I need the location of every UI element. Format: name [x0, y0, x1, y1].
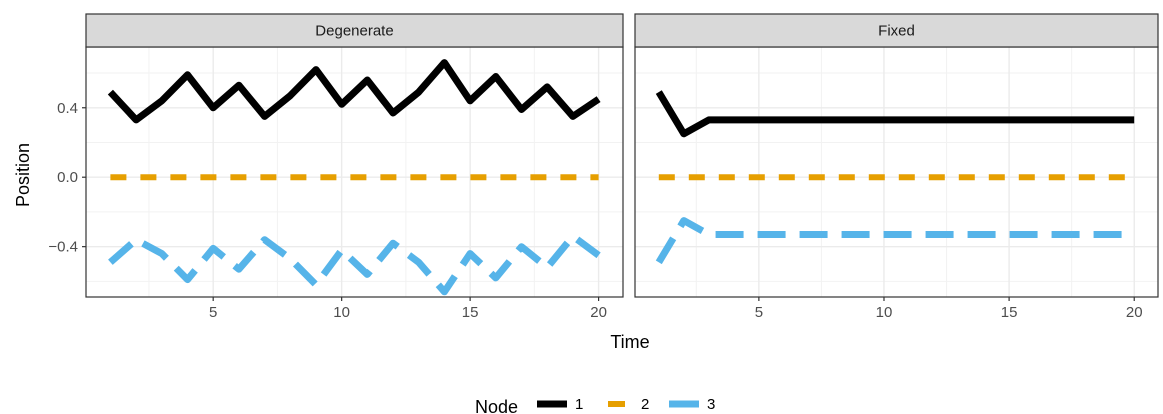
strip-background	[634, 13, 1159, 48]
panel-fixed: Fixed	[634, 13, 1159, 298]
legend-label-node-3: 3	[707, 396, 715, 413]
legend-label-node-1: 1	[575, 396, 583, 413]
y-tick-label: 0.0	[57, 169, 78, 186]
x-tick-label: 5	[209, 304, 217, 321]
x-axes: 5 10 15 20 5 10 15 20	[209, 297, 1143, 321]
y-axis: 0.4 0.0 −0.4	[48, 100, 86, 256]
x-axis-title: Time	[610, 332, 649, 352]
series-line-node-3	[655, 217, 1135, 265]
series-line-node-3	[108, 232, 601, 296]
legend: Node 1 2 3	[475, 396, 715, 414]
panel-degenerate: Degenerate	[85, 13, 624, 298]
x-tick-label: 5	[755, 304, 763, 321]
y-axis-title: Position	[13, 143, 33, 207]
x-tick-label: 10	[333, 304, 350, 321]
panels: Degenerate Fixed	[85, 13, 1159, 298]
x-tick-label: 15	[1001, 304, 1018, 321]
legend-title: Node	[475, 397, 518, 414]
strip-background	[85, 13, 624, 48]
x-tick-label: 20	[1126, 304, 1143, 321]
x-tick-label: 10	[876, 304, 893, 321]
x-tick-label: 15	[462, 304, 479, 321]
series-line-node-1	[655, 90, 1135, 138]
y-tick-label: 0.4	[57, 100, 78, 117]
y-tick-label: −0.4	[48, 239, 78, 256]
strip-label: Fixed	[878, 23, 915, 40]
panel-background	[635, 47, 1158, 297]
x-tick-label: 20	[590, 304, 607, 321]
strip-label: Degenerate	[315, 23, 393, 40]
legend-label-node-2: 2	[641, 396, 649, 413]
series-line-node-1	[107, 59, 601, 124]
